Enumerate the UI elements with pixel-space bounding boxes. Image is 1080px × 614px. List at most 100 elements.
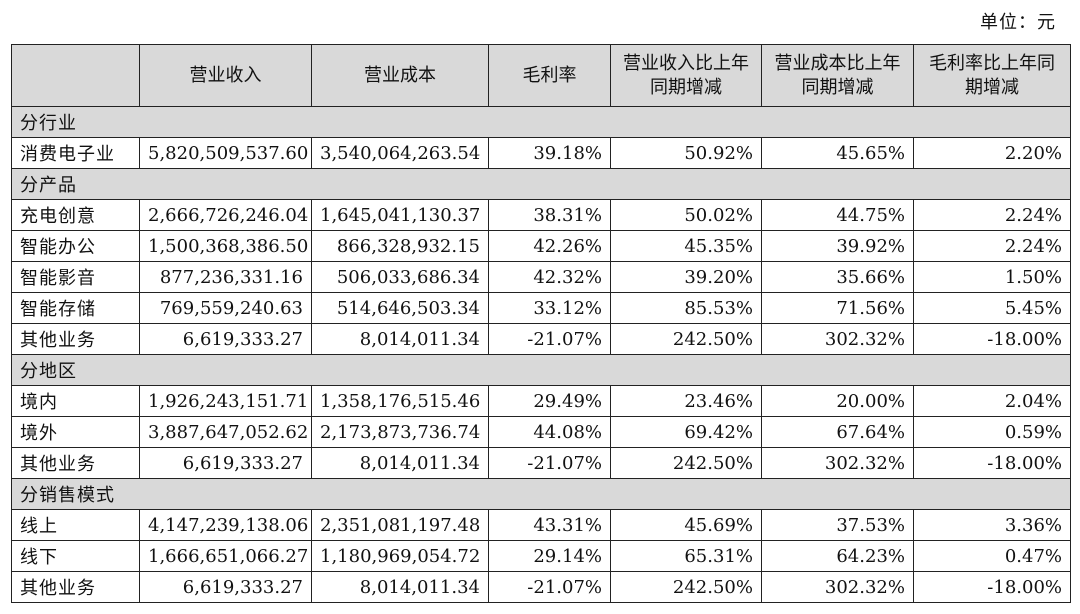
cost-yoy-cell: 45.65% <box>761 137 914 169</box>
row-label: 智能影音 <box>11 261 140 293</box>
cost-cell: 866,328,932.15 <box>311 230 489 262</box>
revenue-cell: 1,666,651,066.27 <box>139 540 312 572</box>
margin-yoy-cell: 1.50% <box>913 261 1071 293</box>
gross-margin-cell: 39.18% <box>488 137 611 169</box>
cost-cell: 2,351,081,197.48 <box>311 509 489 541</box>
section-row: 分销售模式 <box>11 478 1071 510</box>
cost-yoy-cell: 302.32% <box>761 571 914 603</box>
cost-yoy-cell: 302.32% <box>761 447 914 479</box>
revenue-yoy-cell: 50.02% <box>610 199 762 231</box>
revenue-yoy-cell: 242.50% <box>610 323 762 355</box>
row-label: 其他业务 <box>11 323 140 355</box>
margin-yoy-cell: -18.00% <box>913 571 1071 603</box>
revenue-cell: 1,926,243,151.71 <box>139 385 312 417</box>
cost-yoy-cell: 71.56% <box>761 292 914 324</box>
revenue-breakdown-table: 营业收入 营业成本 毛利率 营业收入比上年同期增减 营业成本比上年同期增减 毛利… <box>11 44 1071 603</box>
revenue-cell: 3,887,647,052.62 <box>139 416 312 448</box>
gross-margin-cell: 42.32% <box>488 261 611 293</box>
row-label: 境内 <box>11 385 140 417</box>
table-body: 分行业 消费电子业 5,820,509,537.60 3,540,064,263.54… <box>11 106 1071 603</box>
revenue-cell: 769,559,240.63 <box>139 292 312 324</box>
gross-margin-cell: 29.14% <box>488 540 611 572</box>
row-label: 境外 <box>11 416 140 448</box>
table-row: 其他业务 6,619,333.27 8,014,011.34 -21.07% 242.5… <box>11 571 1071 603</box>
gross-margin-cell: 29.49% <box>488 385 611 417</box>
cost-cell: 506,033,686.34 <box>311 261 489 293</box>
revenue-yoy-cell: 50.92% <box>610 137 762 169</box>
revenue-yoy-cell: 85.53% <box>610 292 762 324</box>
table-row: 消费电子业 5,820,509,537.60 3,540,064,263.54 39.… <box>11 137 1071 169</box>
revenue-yoy-cell: 45.69% <box>610 509 762 541</box>
revenue-cell: 5,820,509,537.60 <box>139 137 312 169</box>
revenue-cell: 877,236,331.16 <box>139 261 312 293</box>
section-row: 分产品 <box>11 168 1071 200</box>
row-label: 其他业务 <box>11 447 140 479</box>
margin-yoy-cell: -18.00% <box>913 323 1071 355</box>
table-row: 其他业务 6,619,333.27 8,014,011.34 -21.07% 242.5… <box>11 447 1071 479</box>
cost-yoy-cell: 39.92% <box>761 230 914 262</box>
section-title: 分行业 <box>11 106 1071 138</box>
section-title: 分产品 <box>11 168 1071 200</box>
row-label: 其他业务 <box>11 571 140 603</box>
revenue-yoy-cell: 242.50% <box>610 571 762 603</box>
cost-cell: 3,540,064,263.54 <box>311 137 489 169</box>
gross-margin-cell: -21.07% <box>488 447 611 479</box>
table-row: 线下 1,666,651,066.27 1,180,969,054.72 29.14%… <box>11 540 1071 572</box>
table-row: 境内 1,926,243,151.71 1,358,176,515.46 29.49%… <box>11 385 1071 417</box>
row-label: 消费电子业 <box>11 137 140 169</box>
margin-yoy-cell: 2.04% <box>913 385 1071 417</box>
gross-margin-cell: 43.31% <box>488 509 611 541</box>
row-label: 充电创意 <box>11 199 140 231</box>
table-row: 其他业务 6,619,333.27 8,014,011.34 -21.07% 242.5… <box>11 323 1071 355</box>
table-row: 充电创意 2,666,726,246.04 1,645,041,130.37 38.3… <box>11 199 1071 231</box>
row-label: 线上 <box>11 509 140 541</box>
table-row: 智能影音 877,236,331.16 506,033,686.34 42.32% 39… <box>11 261 1071 293</box>
table-row: 线上 4,147,239,138.06 2,351,081,197.48 43.31%… <box>11 509 1071 541</box>
gross-margin-cell: 44.08% <box>488 416 611 448</box>
section-row: 分行业 <box>11 106 1071 138</box>
cost-cell: 1,180,969,054.72 <box>311 540 489 572</box>
header-cell-gross-margin: 毛利率 <box>488 44 611 107</box>
margin-yoy-cell: 0.47% <box>913 540 1071 572</box>
revenue-yoy-cell: 39.20% <box>610 261 762 293</box>
header-cell-revenue-yoy: 营业收入比上年同期增减 <box>610 44 762 107</box>
revenue-cell: 1,500,368,386.50 <box>139 230 312 262</box>
revenue-cell: 6,619,333.27 <box>139 323 312 355</box>
cost-cell: 8,014,011.34 <box>311 447 489 479</box>
unit-label: 单位：元 <box>980 12 1056 33</box>
gross-margin-cell: -21.07% <box>488 323 611 355</box>
header-cell-blank <box>11 44 140 107</box>
cost-yoy-cell: 20.00% <box>761 385 914 417</box>
revenue-yoy-cell: 23.46% <box>610 385 762 417</box>
margin-yoy-cell: 5.45% <box>913 292 1071 324</box>
cost-cell: 8,014,011.34 <box>311 323 489 355</box>
header-cell-margin-yoy: 毛利率比上年同期增减 <box>913 44 1071 107</box>
section-title: 分销售模式 <box>11 478 1071 510</box>
header-cell-revenue: 营业收入 <box>139 44 312 107</box>
cost-cell: 2,173,873,736.74 <box>311 416 489 448</box>
section-row: 分地区 <box>11 354 1071 386</box>
cost-cell: 1,358,176,515.46 <box>311 385 489 417</box>
revenue-yoy-cell: 45.35% <box>610 230 762 262</box>
gross-margin-cell: 33.12% <box>488 292 611 324</box>
gross-margin-cell: 38.31% <box>488 199 611 231</box>
revenue-cell: 6,619,333.27 <box>139 447 312 479</box>
section-title: 分地区 <box>11 354 1071 386</box>
gross-margin-cell: 42.26% <box>488 230 611 262</box>
table-row: 智能存储 769,559,240.63 514,646,503.34 33.12% 85… <box>11 292 1071 324</box>
cost-yoy-cell: 35.66% <box>761 261 914 293</box>
revenue-yoy-cell: 242.50% <box>610 447 762 479</box>
margin-yoy-cell: 2.24% <box>913 199 1071 231</box>
header-cell-cost: 营业成本 <box>311 44 489 107</box>
cost-yoy-cell: 67.64% <box>761 416 914 448</box>
margin-yoy-cell: 0.59% <box>913 416 1071 448</box>
table-row: 境外 3,887,647,052.62 2,173,873,736.74 44.08%… <box>11 416 1071 448</box>
row-label: 线下 <box>11 540 140 572</box>
revenue-yoy-cell: 65.31% <box>610 540 762 572</box>
cost-yoy-cell: 64.23% <box>761 540 914 572</box>
gross-margin-cell: -21.07% <box>488 571 611 603</box>
margin-yoy-cell: 2.24% <box>913 230 1071 262</box>
cost-cell: 1,645,041,130.37 <box>311 199 489 231</box>
margin-yoy-cell: 2.20% <box>913 137 1071 169</box>
cost-yoy-cell: 302.32% <box>761 323 914 355</box>
